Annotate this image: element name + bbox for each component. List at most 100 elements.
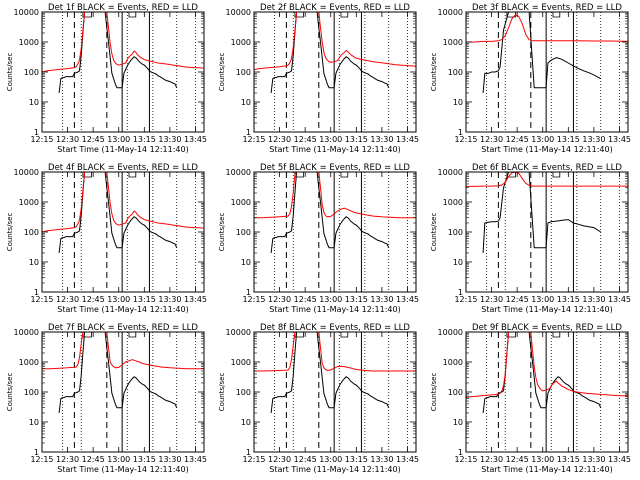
x-tick-label: 12:30	[268, 455, 291, 464]
y-tick-label: 100	[448, 388, 463, 397]
panel-det-2: 1 10 100 1000 10000 12:15 12:30 12:45 13:00 13:15…	[218, 3, 419, 154]
x-tick-label: 12:15	[242, 455, 265, 464]
events-series-line	[58, 172, 178, 254]
y-axis-label: Counts/sec	[430, 373, 438, 412]
panel-title: Det 8f BLACK = Events, RED = LLD	[260, 323, 410, 333]
x-tick-label: 13:00	[531, 135, 554, 144]
x-tick-label: 13:30	[582, 135, 605, 144]
x-tick-label: 13:00	[107, 295, 130, 304]
x-tick-label: 13:00	[107, 455, 130, 464]
y-tick-label: 1	[458, 128, 463, 137]
events-series-line	[270, 12, 390, 94]
x-axis-label: Start Time (11-May-14 12:11:40)	[269, 305, 400, 314]
y-tick-label: 1	[34, 288, 39, 297]
y-tick-label: 10000	[226, 328, 251, 337]
y-tick-label: 1	[246, 288, 251, 297]
x-tick-label: 12:45	[82, 295, 105, 304]
y-tick-label: 100	[24, 388, 39, 397]
top-bracket-marker	[128, 332, 137, 338]
lld-series-line	[42, 332, 204, 370]
events-series-line	[58, 332, 178, 414]
x-tick-label: 13:00	[531, 455, 554, 464]
panel-det-6: 1 10 100 1000 10000 12:15 12:30 12:45 13:00 13:15…	[430, 163, 631, 314]
x-tick-label: 13:45	[608, 295, 631, 304]
top-bracket-marker	[82, 12, 92, 18]
y-tick-label: 100	[448, 68, 463, 77]
x-tick-label: 13:15	[557, 455, 580, 464]
series-group	[466, 12, 628, 94]
lld-series-line	[466, 332, 628, 399]
panel-det-5: 1 10 100 1000 10000 12:15 12:30 12:45 13:00 13:15…	[218, 163, 419, 314]
x-tick-label: 13:45	[396, 455, 419, 464]
x-tick-label: 12:15	[242, 135, 265, 144]
plot-frame	[253, 11, 417, 133]
panel-det-8: 1 10 100 1000 10000 12:15 12:30 12:45 13:00 13:15…	[218, 323, 419, 474]
x-tick-label: 12:30	[56, 455, 79, 464]
x-axis-label: Start Time (11-May-14 12:11:40)	[481, 305, 612, 314]
x-tick-label: 12:15	[30, 135, 53, 144]
events-series-line	[482, 332, 602, 414]
panel-title: Det 9f BLACK = Events, RED = LLD	[472, 323, 622, 333]
x-tick-label: 13:15	[345, 135, 368, 144]
lld-series-line	[42, 172, 204, 233]
panel-det-9: 1 10 100 1000 10000 12:15 12:30 12:45 13:00 13:15…	[430, 323, 631, 474]
x-tick-label: 12:45	[294, 295, 317, 304]
x-tick-label: 13:45	[184, 135, 207, 144]
y-tick-label: 100	[24, 68, 39, 77]
lld-series-line	[466, 172, 628, 187]
series-group	[254, 332, 416, 414]
x-tick-label: 12:30	[268, 295, 291, 304]
x-tick-label: 12:30	[56, 135, 79, 144]
y-tick-label: 10	[453, 418, 463, 427]
top-bracket-marker	[552, 12, 561, 18]
y-axis-label: Counts/sec	[6, 213, 14, 252]
plot-frame	[465, 331, 629, 453]
y-tick-label: 1	[458, 288, 463, 297]
y-tick-label: 10	[241, 258, 251, 267]
y-tick-label: 10000	[14, 168, 39, 177]
x-tick-label: 13:15	[557, 295, 580, 304]
x-axis-label: Start Time (11-May-14 12:11:40)	[57, 145, 188, 154]
top-bracket-marker	[340, 172, 349, 178]
x-tick-label: 12:15	[242, 295, 265, 304]
x-tick-label: 13:15	[133, 295, 156, 304]
panel-title: Det 6f BLACK = Events, RED = LLD	[472, 163, 622, 173]
events-series-line	[482, 172, 601, 254]
plot-frame	[253, 331, 417, 453]
x-tick-label: 12:30	[480, 135, 503, 144]
series-group	[466, 332, 628, 414]
y-tick-label: 1000	[19, 198, 39, 207]
x-tick-label: 12:45	[506, 135, 529, 144]
panel-title: Det 4f BLACK = Events, RED = LLD	[48, 163, 198, 173]
x-tick-label: 12:30	[480, 295, 503, 304]
y-tick-label: 1000	[443, 358, 463, 367]
panel-det-7: 1 10 100 1000 10000 12:15 12:30 12:45 13:00 13:15…	[6, 323, 207, 474]
top-bracket-marker	[128, 12, 137, 18]
x-axis-label: Start Time (11-May-14 12:11:40)	[269, 465, 400, 474]
y-tick-label: 1000	[231, 198, 251, 207]
y-tick-label: 1000	[19, 38, 39, 47]
y-tick-label: 1000	[19, 358, 39, 367]
x-tick-label: 12:30	[480, 455, 503, 464]
x-tick-label: 13:45	[184, 455, 207, 464]
panel-title: Det 2f BLACK = Events, RED = LLD	[260, 3, 410, 13]
y-tick-label: 10000	[226, 168, 251, 177]
y-tick-label: 10000	[438, 328, 463, 337]
x-tick-label: 13:15	[345, 455, 368, 464]
y-tick-label: 10	[241, 98, 251, 107]
top-bracket-marker	[294, 12, 304, 18]
events-series-line	[58, 12, 178, 94]
y-tick-label: 10000	[14, 328, 39, 337]
top-bracket-marker	[340, 332, 349, 338]
x-axis-label: Start Time (11-May-14 12:11:40)	[57, 465, 188, 474]
top-bracket-marker	[340, 12, 349, 18]
y-tick-label: 1	[246, 448, 251, 457]
x-tick-label: 13:30	[370, 455, 393, 464]
x-tick-label: 12:45	[82, 135, 105, 144]
x-tick-label: 13:30	[370, 135, 393, 144]
y-tick-label: 10000	[14, 8, 39, 17]
y-axis-label: Counts/sec	[218, 213, 226, 252]
series-group	[42, 12, 204, 94]
y-tick-label: 10	[29, 418, 39, 427]
x-tick-label: 12:45	[506, 295, 529, 304]
